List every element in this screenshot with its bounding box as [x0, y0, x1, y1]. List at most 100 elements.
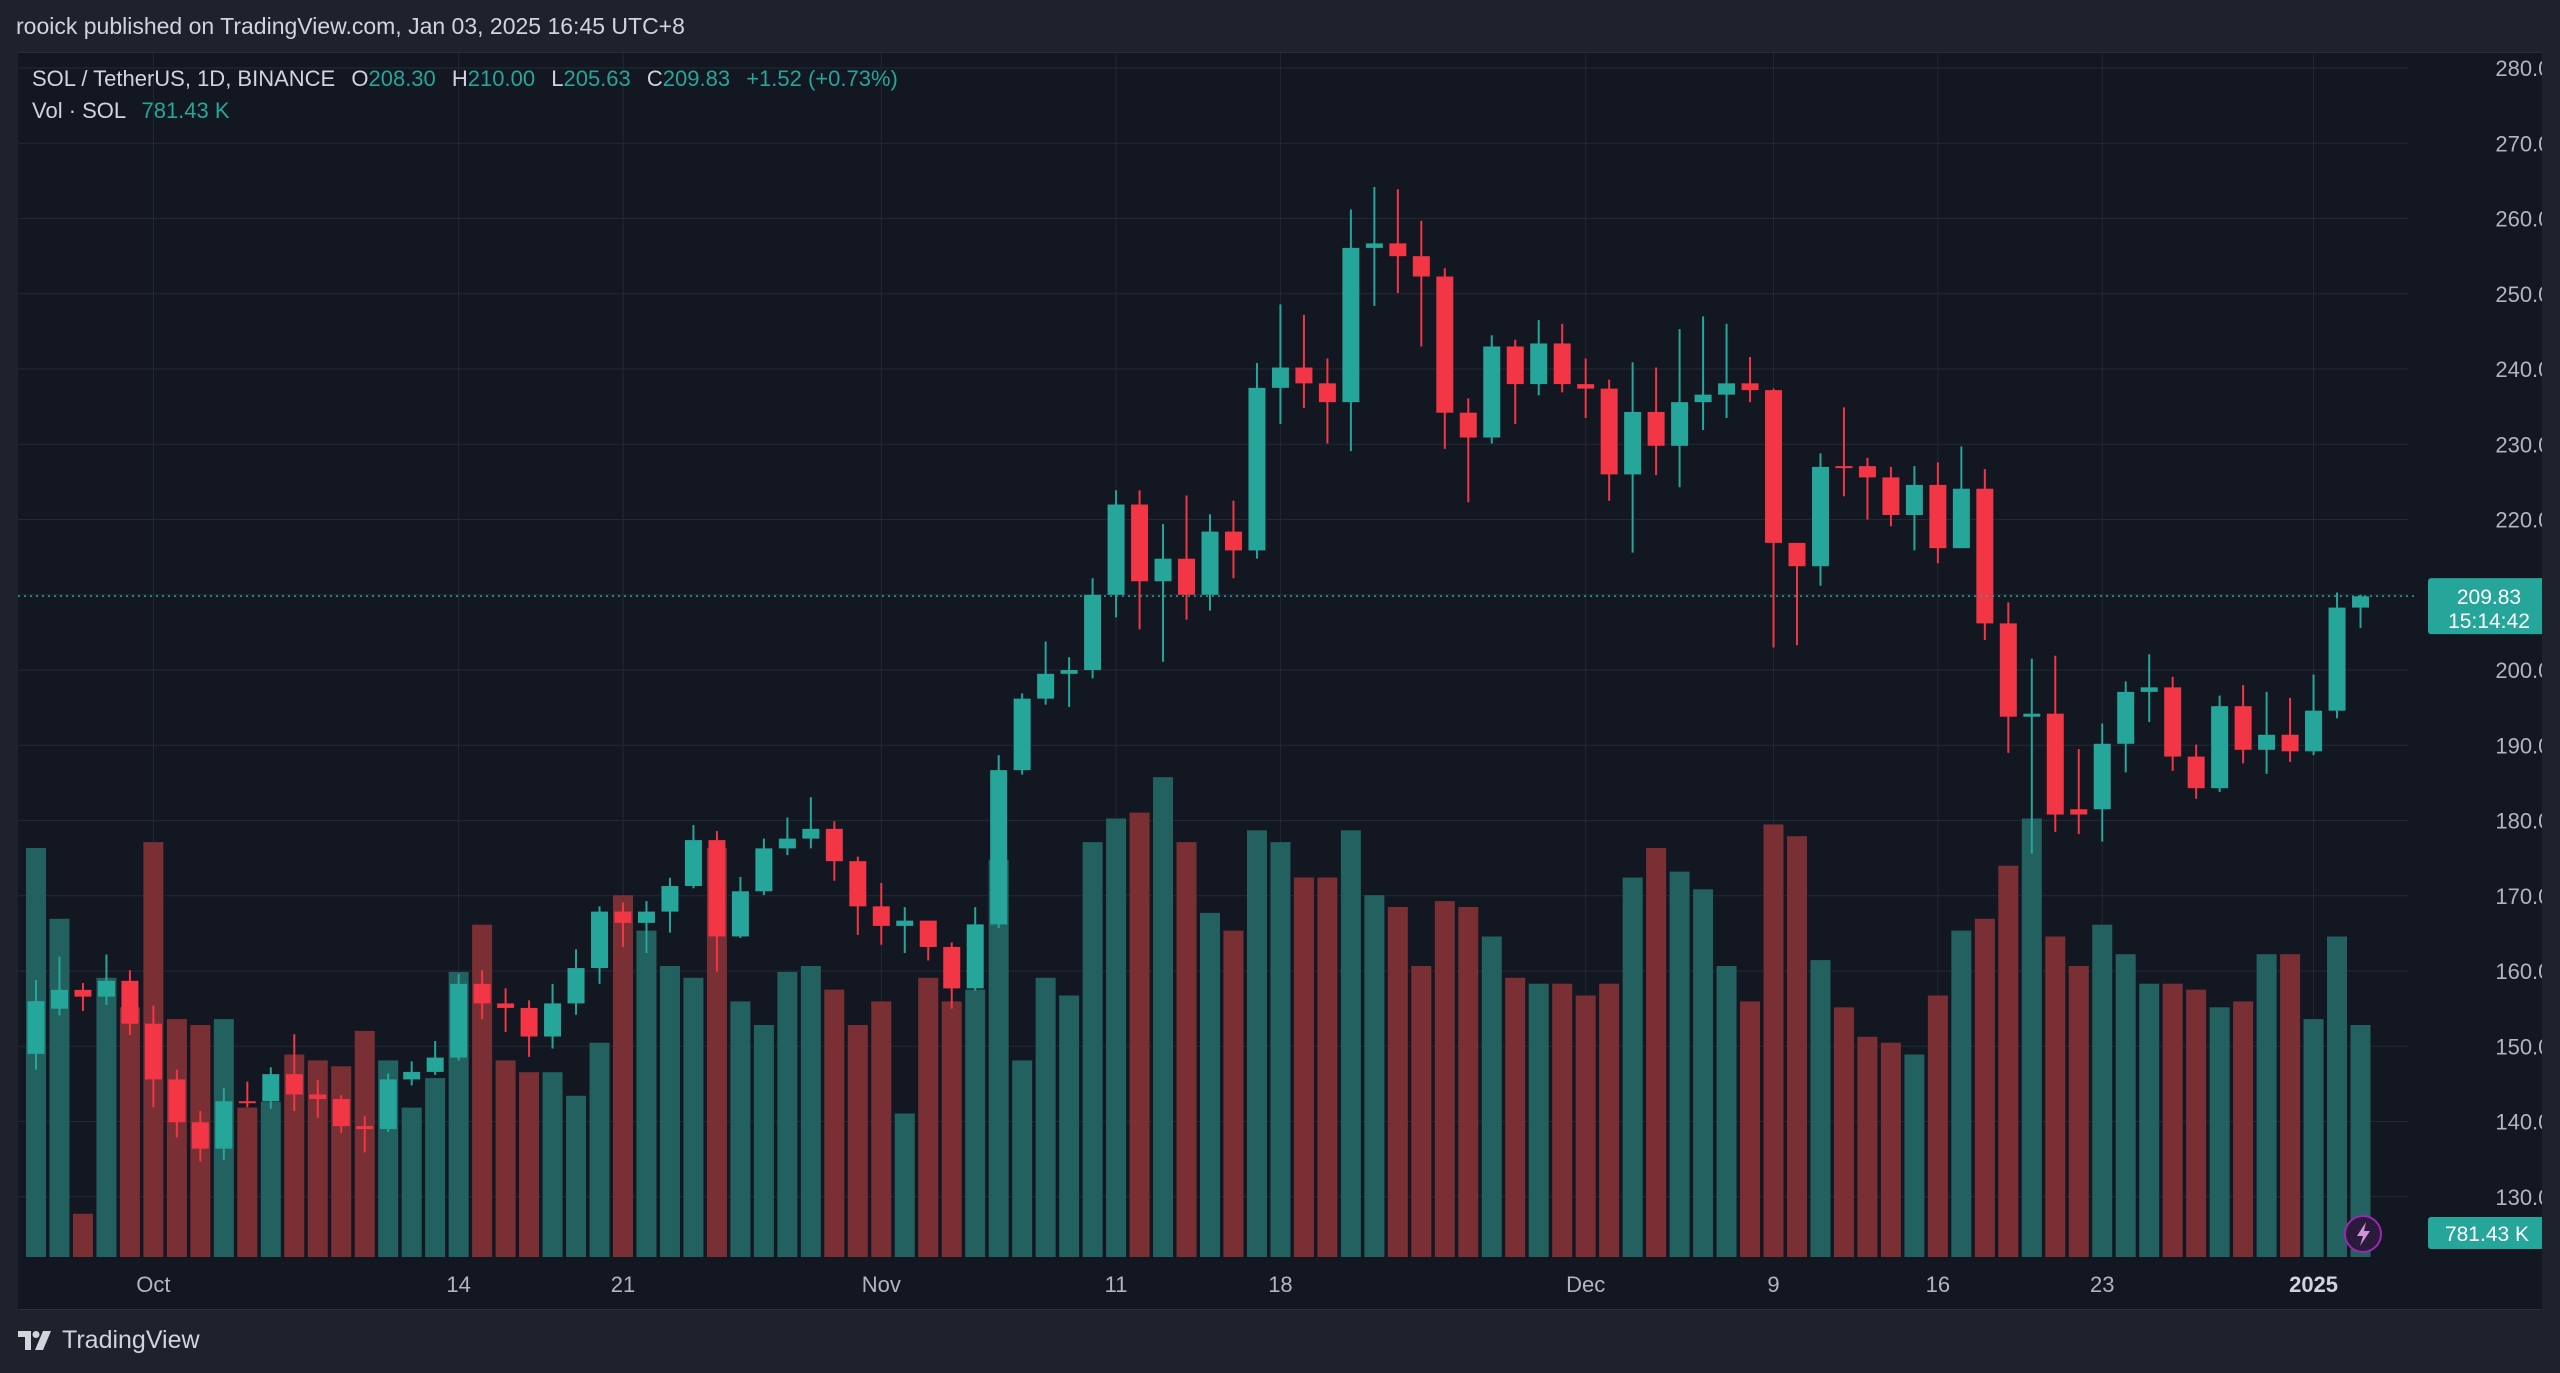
candle-body[interactable]: [1107, 504, 1125, 595]
candle-body[interactable]: [1671, 402, 1689, 446]
candle-body[interactable]: [168, 1079, 186, 1123]
candle-body[interactable]: [27, 1001, 45, 1054]
candle-body[interactable]: [1788, 542, 1806, 567]
candle-body[interactable]: [1037, 673, 1055, 699]
candle-body[interactable]: [1295, 367, 1313, 384]
candle-body[interactable]: [661, 886, 679, 912]
candle-body[interactable]: [1248, 387, 1266, 551]
candle-body[interactable]: [2093, 743, 2111, 810]
candle-body[interactable]: [2328, 607, 2346, 711]
candle-body[interactable]: [1271, 367, 1289, 388]
candle-body[interactable]: [1483, 346, 1501, 438]
candle-body[interactable]: [1553, 343, 1571, 385]
candle-body[interactable]: [520, 1007, 538, 1037]
candle-body[interactable]: [778, 838, 796, 849]
candle-body[interactable]: [1811, 466, 1829, 567]
candle-body[interactable]: [825, 828, 843, 862]
candle-body[interactable]: [191, 1122, 209, 1149]
candle-body[interactable]: [379, 1079, 397, 1130]
candle-body[interactable]: [2352, 596, 2370, 608]
candle-body[interactable]: [919, 920, 937, 947]
candle-body[interactable]: [1506, 346, 1524, 385]
candle-body[interactable]: [2046, 713, 2064, 815]
candle-body[interactable]: [1718, 383, 1736, 395]
tradingview-brand[interactable]: TradingView: [18, 1326, 200, 1355]
candle-body[interactable]: [74, 989, 92, 997]
candle-body[interactable]: [2070, 809, 2088, 815]
candle-body[interactable]: [1412, 256, 1430, 277]
candle-body[interactable]: [1013, 698, 1031, 771]
candle-body[interactable]: [708, 840, 726, 937]
candle-body[interactable]: [1318, 383, 1336, 403]
candle-body[interactable]: [2164, 687, 2182, 757]
candle-body[interactable]: [1178, 558, 1196, 595]
candle-body[interactable]: [2140, 687, 2158, 692]
candle-body[interactable]: [1530, 343, 1548, 385]
candle-body[interactable]: [1131, 504, 1149, 582]
candle-body[interactable]: [567, 968, 585, 1004]
candle-body[interactable]: [473, 983, 491, 1004]
candle-body[interactable]: [144, 1023, 162, 1080]
chart-area[interactable]: SOL / TetherUS, 1D, BINANCE O208.30 H210…: [18, 52, 2542, 1310]
candle-body[interactable]: [1342, 247, 1360, 403]
candle-body[interactable]: [802, 828, 820, 839]
candle-body[interactable]: [238, 1101, 256, 1104]
price-chart[interactable]: 280.00 270.00 260.00 250.00 240.00 230.00 220.…: [18, 53, 2542, 1309]
candle-body[interactable]: [497, 1003, 515, 1008]
candle-body[interactable]: [50, 989, 68, 1009]
candle-body[interactable]: [450, 983, 468, 1058]
candle-body[interactable]: [1905, 484, 1923, 516]
candle-body[interactable]: [97, 980, 115, 997]
legend-volume-label[interactable]: Vol · SOL: [32, 98, 126, 123]
candle-body[interactable]: [755, 848, 773, 892]
candle-body[interactable]: [2258, 734, 2276, 750]
candle-body[interactable]: [2187, 756, 2205, 789]
candle-body[interactable]: [544, 1003, 562, 1037]
candle-body[interactable]: [2117, 691, 2135, 744]
candle-body[interactable]: [896, 920, 914, 926]
candle-body[interactable]: [2211, 706, 2229, 789]
candle-body[interactable]: [309, 1094, 327, 1099]
candle-body[interactable]: [1224, 531, 1242, 551]
candle-body[interactable]: [215, 1101, 233, 1149]
candle-body[interactable]: [1459, 412, 1477, 438]
candle-body[interactable]: [1084, 594, 1102, 671]
candle-body[interactable]: [614, 911, 632, 923]
candle-body[interactable]: [1694, 394, 1712, 403]
candle-body[interactable]: [1436, 276, 1454, 413]
candle-body[interactable]: [849, 861, 867, 907]
candle-body[interactable]: [1741, 383, 1759, 391]
candle-body[interactable]: [1882, 477, 1900, 516]
candle-body[interactable]: [426, 1057, 444, 1072]
candle-body[interactable]: [1201, 531, 1219, 595]
candle-body[interactable]: [1600, 388, 1618, 475]
candle-body[interactable]: [1577, 384, 1595, 389]
candle-body[interactable]: [1858, 466, 1876, 478]
candle-body[interactable]: [332, 1098, 350, 1127]
candle-body[interactable]: [1647, 411, 1665, 446]
candle-body[interactable]: [2281, 734, 2299, 752]
candle-body[interactable]: [2023, 713, 2041, 717]
candle-body[interactable]: [1060, 670, 1078, 674]
candle-body[interactable]: [731, 891, 749, 937]
candle-body[interactable]: [1929, 484, 1947, 549]
candle-body[interactable]: [966, 924, 984, 989]
candle-body[interactable]: [403, 1071, 421, 1080]
candle-body[interactable]: [684, 840, 702, 887]
candle-body[interactable]: [1765, 390, 1783, 543]
candle-body[interactable]: [1154, 558, 1172, 582]
candle-body[interactable]: [943, 946, 961, 989]
candle-body[interactable]: [637, 911, 655, 923]
candle-body[interactable]: [2234, 706, 2252, 750]
legend-symbol[interactable]: SOL / TetherUS, 1D, BINANCE: [32, 66, 336, 91]
candle-body[interactable]: [262, 1074, 280, 1102]
candle-body[interactable]: [1976, 488, 1994, 624]
candle-body[interactable]: [1624, 411, 1642, 475]
candle-body[interactable]: [1365, 243, 1383, 248]
candle-body[interactable]: [1952, 488, 1970, 549]
candle-body[interactable]: [356, 1126, 374, 1130]
candle-body[interactable]: [591, 911, 609, 969]
candle-body[interactable]: [285, 1074, 303, 1095]
candle-body[interactable]: [872, 906, 890, 926]
candle-body[interactable]: [2305, 710, 2323, 752]
